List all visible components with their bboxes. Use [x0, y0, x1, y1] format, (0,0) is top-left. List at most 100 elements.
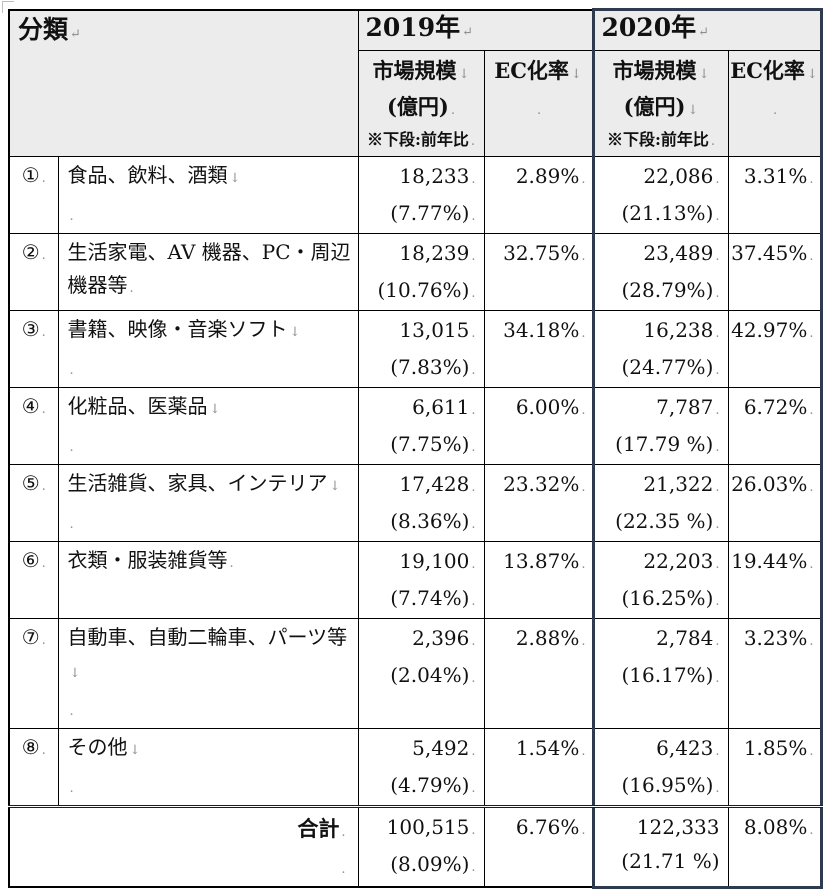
cell-end-mark: . — [710, 134, 716, 149]
market-2019-cell: 6,611. (7.75%). — [357, 387, 485, 465]
ec-rate-value: 26.03% — [731, 472, 808, 496]
row-number-label: ⑤ — [21, 471, 40, 495]
ec-rate-2019-cell: 34.18%. — [483, 310, 594, 388]
yoy-value: (16.25%) — [621, 586, 714, 610]
header-market-2019: 市場規模 ↓ (億円). ※下段:前年比. — [357, 50, 485, 157]
ec-rate-2019-cell: 2.89%. — [483, 156, 594, 234]
table-row: ⑥. 衣類・服装雑貨等. 19,100. (7.74%). 13.87%. 22… — [8, 541, 823, 619]
market-value: 5,492 — [412, 736, 470, 760]
ec-rate-2019-cell: 13.87%. — [483, 541, 594, 619]
market-label: 市場規模 — [612, 58, 697, 83]
yoy-value: (7.83%) — [390, 355, 470, 379]
cell-end-mark: . — [715, 326, 720, 341]
total-market-2020-cell: 122,333 (21.71 %) — [591, 805, 729, 889]
format-mark: ↓ — [289, 325, 301, 340]
cell-end-mark: . — [715, 209, 720, 224]
market-value: 6,611 — [412, 395, 470, 419]
header-market-2020: 市場規模 ↓ (億円) ↓ ※下段:前年比. — [591, 50, 729, 157]
ec-rate-value: 1.85% — [743, 736, 808, 760]
cell-end-mark: . — [809, 634, 814, 649]
cell-end-mark: . — [450, 103, 456, 118]
row-number: ⑧. — [8, 728, 59, 807]
cell-end-mark: . — [536, 103, 542, 118]
line-break-mark: ↓ — [698, 67, 710, 82]
cell-end-mark: . — [715, 249, 720, 264]
market-2019-cell: 18,233. (7.77%). — [357, 156, 485, 234]
ec-rate-2020-cell: 3.31%. — [727, 156, 823, 234]
cell-end-mark: . — [41, 402, 46, 417]
market-2020-cell: 2,784. (16.17%). — [591, 618, 729, 729]
ec-rate-2019-cell: 1.54%. — [483, 728, 594, 807]
yoy-value: (17.79 %) — [615, 432, 714, 456]
category-label: 衣類・服装雑貨等 — [67, 548, 228, 572]
cell-end-mark: . — [471, 403, 476, 418]
paragraph-mark: ↵ — [462, 24, 474, 40]
cell-end-mark: . — [772, 103, 778, 118]
cell-end-mark: . — [69, 704, 74, 719]
market-value: 22,203 — [643, 549, 714, 573]
cell-end-mark: . — [715, 744, 720, 759]
row-number-label: ⑦ — [21, 625, 40, 649]
yoy-value: (10.76%) — [377, 278, 470, 302]
ec-rate-value: 19.44% — [731, 549, 808, 573]
row-number-label: ② — [21, 240, 40, 264]
yoy-value: (7.75%) — [390, 432, 470, 456]
market-2019-cell: 17,428. (8.36%). — [357, 464, 485, 542]
row-number-label: ③ — [21, 317, 40, 341]
category-cell: 化粧品、医薬品 ↓ . — [57, 387, 359, 465]
line-break-mark: ↓ — [687, 103, 699, 118]
yoy-value: (21.13%) — [621, 201, 714, 225]
table-row: ⑦. 自動車、自動二輪車、パーツ等 ↓ . 2,396. (2.04%). 2.8… — [8, 618, 823, 729]
total-ec-rate-2020-cell: 8.08%. — [727, 805, 823, 889]
ec-rate-2020-cell: 3.23%. — [727, 618, 823, 729]
row-number: ⑤. — [8, 464, 59, 542]
cell-end-mark: . — [715, 594, 720, 609]
market-2020-cell: 6,423. (16.95%). — [591, 728, 729, 807]
cell-end-mark: . — [581, 557, 586, 572]
market-2020-cell: 22,203. (16.25%). — [591, 541, 729, 619]
row-number-label: ① — [21, 163, 40, 187]
total-market-2019-cell: 100,515. (8.09%). — [357, 805, 485, 888]
line-break-mark: ↓ — [806, 67, 818, 82]
cell-end-mark: . — [471, 517, 476, 532]
yoy-value: (8.09%) — [390, 852, 470, 876]
market-2019-cell: 13,015. (7.83%). — [357, 310, 485, 388]
ec-rate-2020-cell: 26.03%. — [727, 464, 823, 542]
market-2019-cell: 18,239. (10.76%). — [357, 233, 485, 311]
cell-end-mark: . — [69, 209, 74, 224]
yoy-value: (2.04%) — [390, 663, 470, 687]
row-number: ④. — [8, 387, 59, 465]
market-unit-label: (億円) — [387, 94, 449, 119]
market-2020-cell: 16,238. (24.77%). — [591, 310, 729, 388]
category-label: 書籍、映像・音楽ソフト — [67, 317, 288, 341]
market-value: 16,238 — [643, 318, 714, 342]
cell-end-mark: . — [581, 823, 586, 838]
format-mark: ↓ — [129, 743, 141, 758]
ec-rate-value: 13.87% — [503, 549, 580, 573]
cell-end-mark: . — [41, 556, 46, 571]
ec-rate-label: EC化率 — [730, 58, 805, 83]
cell-end-mark: . — [581, 634, 586, 649]
table-row: ①. 食品、飲料、酒類 ↓ . 18,233. (7.77%). 2.89%. 2… — [8, 156, 823, 234]
market-value: 7,787 — [656, 395, 714, 419]
paragraph-mark: ↵ — [698, 25, 710, 40]
cell-end-mark: . — [809, 480, 814, 495]
cell-end-mark: . — [471, 209, 476, 224]
format-mark: ↓ — [229, 171, 241, 186]
ec-rate-value: 37.45% — [731, 241, 808, 265]
cell-end-mark: . — [809, 249, 814, 264]
category-label: 食品、飲料、酒類 — [67, 163, 228, 187]
cell-end-mark: . — [341, 825, 346, 840]
category-cell: 衣類・服装雑貨等. — [57, 541, 359, 619]
line-break-mark: ↓ — [458, 67, 470, 82]
ec-rate-2020-cell: 42.97%. — [727, 310, 823, 388]
cell-end-mark: . — [581, 403, 586, 418]
ec-rate-value: 32.75% — [503, 241, 580, 265]
cell-end-mark: . — [715, 480, 720, 495]
table-row: ⑤. 生活雑貨、家具、インテリア ↓ . 17,428. (8.36%). 23.… — [8, 464, 823, 542]
ec-rate-value: 1.54% — [515, 736, 580, 760]
line-break-mark: ↓ — [570, 67, 582, 82]
cell-end-mark: . — [581, 172, 586, 187]
yoy-value: (8.36%) — [390, 509, 470, 533]
market-note-label: ※下段:前年比 — [366, 130, 469, 149]
